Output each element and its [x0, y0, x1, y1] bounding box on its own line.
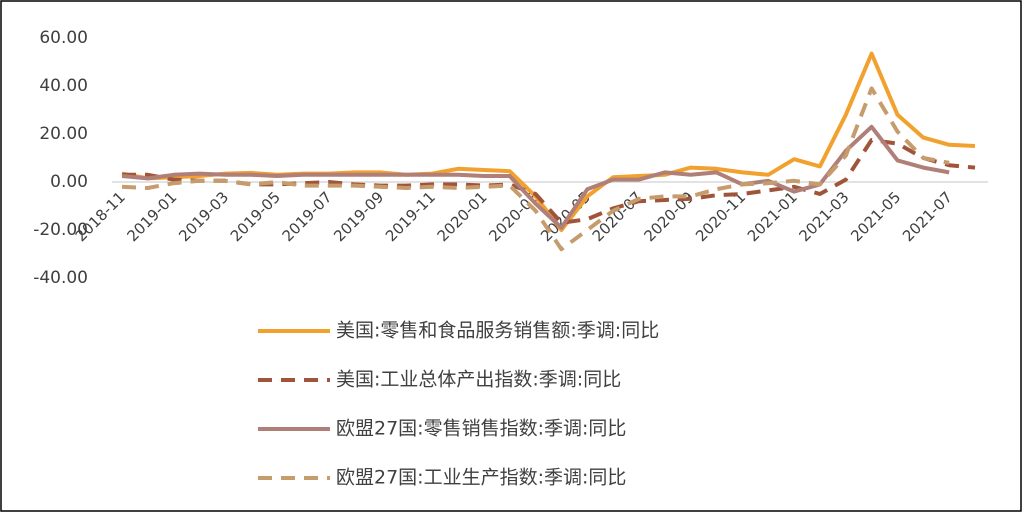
legend-label: 美国:零售和食品服务销售额:季调:同比 [336, 320, 659, 342]
legend-label: 欧盟27国:零售销售指数:季调:同比 [336, 418, 626, 440]
series-line [121, 86, 950, 252]
y-tick-label: -20.00 [33, 220, 88, 240]
y-tick-label: 40.00 [39, 76, 88, 96]
y-tick-label: 60.00 [39, 28, 88, 48]
legend-label: 美国:工业总体产出指数:季调:同比 [336, 369, 621, 391]
y-tick-label: 20.00 [39, 124, 88, 144]
series-line [121, 124, 950, 230]
y-tick-label: 0.00 [50, 172, 88, 192]
legend-label: 欧盟27国:工业生产指数:季调:同比 [336, 467, 626, 489]
y-tick-label: -40.00 [33, 268, 88, 288]
